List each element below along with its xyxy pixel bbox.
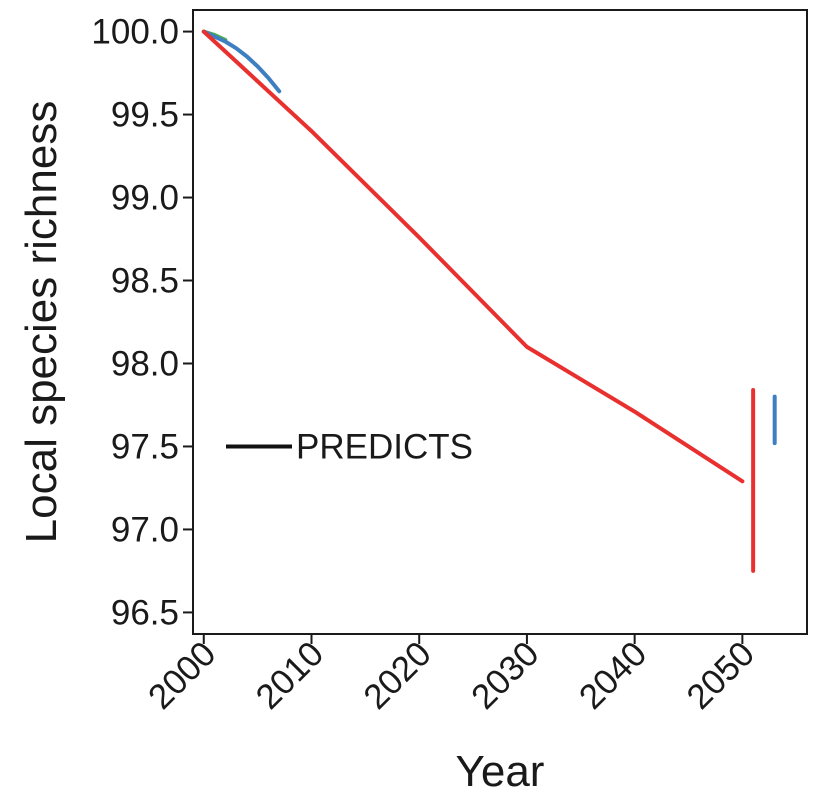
legend-label: PREDICTS (296, 427, 473, 466)
y-tick-label: 97.0 (111, 510, 179, 549)
y-tick-label: 98.5 (111, 262, 179, 301)
y-tick-label: 99.5 (111, 96, 179, 135)
y-tick-label: 96.5 (111, 593, 179, 632)
end-ranges (751, 388, 777, 573)
x-tick-label: 2030 (464, 634, 547, 717)
y-tick-label: 99.0 (111, 179, 179, 218)
plot-area (192, 9, 808, 635)
y-axis: 96.5 97.0 97.5 98.0 98.5 99.0 99.5 100.0 (91, 13, 193, 632)
y-axis-title: Local species richness (17, 101, 66, 544)
x-tick-label: 2050 (679, 634, 762, 717)
series-line (201, 29, 745, 484)
y-tick-label: 98.0 (111, 344, 179, 383)
y-tick-label: 100.0 (91, 13, 179, 52)
x-tick-label: 2010 (249, 634, 332, 717)
x-axis: 2000 2010 2020 2030 2040 2050 (141, 634, 762, 717)
plot-frame (192, 9, 808, 635)
y-tick-label: 97.5 (111, 427, 179, 466)
series-line (201, 29, 282, 94)
x-tick-label: 2020 (356, 634, 439, 717)
x-tick-label: 2040 (572, 634, 655, 717)
x-tick-label: 2000 (141, 634, 224, 717)
series-layer (201, 29, 745, 484)
legend: PREDICTS (226, 427, 473, 466)
x-axis-title: Year (456, 747, 545, 794)
